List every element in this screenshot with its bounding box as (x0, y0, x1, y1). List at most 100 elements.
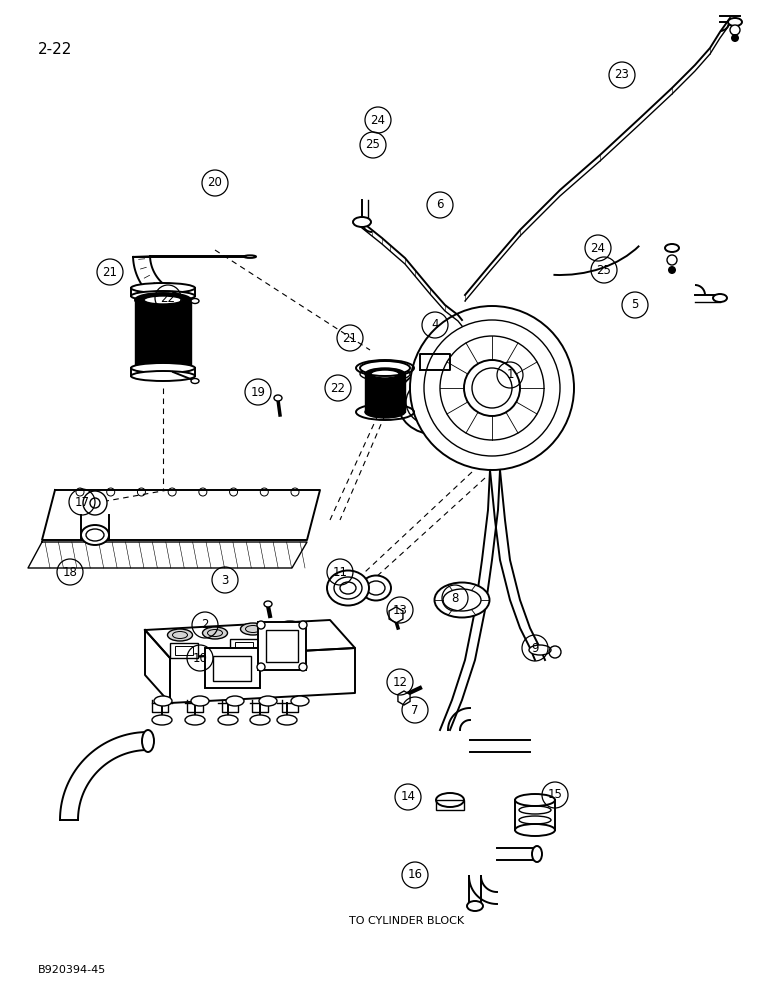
Ellipse shape (371, 370, 399, 378)
Bar (515, 800, 555, 830)
Ellipse shape (168, 629, 192, 641)
Ellipse shape (264, 601, 272, 607)
Bar (213, 656, 251, 681)
Ellipse shape (353, 217, 371, 227)
Text: 18: 18 (63, 566, 77, 578)
Polygon shape (145, 620, 355, 658)
Circle shape (424, 320, 560, 456)
Text: 2-22: 2-22 (38, 42, 73, 57)
Bar (170, 643, 198, 658)
Bar (135, 300, 191, 368)
Ellipse shape (435, 582, 489, 617)
Ellipse shape (191, 696, 209, 706)
Ellipse shape (142, 730, 154, 752)
Text: 24: 24 (371, 113, 385, 126)
Text: 23: 23 (615, 68, 629, 82)
Ellipse shape (244, 255, 256, 258)
Ellipse shape (291, 696, 309, 706)
Ellipse shape (131, 363, 195, 373)
Ellipse shape (277, 715, 297, 725)
Polygon shape (170, 648, 355, 703)
Text: 21: 21 (343, 332, 357, 344)
Polygon shape (133, 256, 187, 310)
Ellipse shape (277, 621, 303, 633)
Circle shape (440, 336, 544, 440)
Text: 25: 25 (366, 138, 381, 151)
Bar (230, 639, 258, 654)
Polygon shape (60, 732, 148, 820)
Bar (365, 374, 405, 412)
Bar (258, 622, 306, 670)
Ellipse shape (728, 18, 742, 26)
Ellipse shape (202, 627, 228, 639)
Ellipse shape (152, 715, 172, 725)
Ellipse shape (154, 696, 172, 706)
Text: 22: 22 (161, 292, 175, 304)
Text: 7: 7 (411, 704, 418, 716)
Ellipse shape (131, 283, 195, 293)
Text: 4: 4 (432, 318, 438, 332)
Text: 20: 20 (208, 176, 222, 190)
Text: 11: 11 (333, 566, 347, 578)
Text: 9: 9 (531, 642, 539, 654)
Bar (266, 630, 298, 662)
Ellipse shape (436, 793, 464, 807)
Ellipse shape (529, 645, 551, 655)
Ellipse shape (515, 794, 555, 806)
Circle shape (257, 663, 265, 671)
Circle shape (731, 34, 739, 42)
Circle shape (667, 255, 677, 265)
Text: 12: 12 (392, 676, 408, 688)
Ellipse shape (191, 298, 199, 304)
Polygon shape (28, 542, 307, 568)
Ellipse shape (226, 696, 244, 706)
Circle shape (464, 360, 520, 416)
Bar (235, 642, 253, 651)
Text: 6: 6 (436, 198, 444, 212)
Ellipse shape (361, 576, 391, 600)
Ellipse shape (131, 291, 195, 301)
Text: 2: 2 (201, 618, 208, 632)
Text: 21: 21 (103, 265, 117, 278)
Ellipse shape (360, 361, 410, 375)
Circle shape (257, 621, 265, 629)
Ellipse shape (665, 244, 679, 252)
Ellipse shape (135, 293, 191, 307)
Ellipse shape (365, 368, 405, 380)
Ellipse shape (515, 824, 555, 836)
Text: 5: 5 (631, 298, 638, 312)
Ellipse shape (81, 525, 109, 545)
Polygon shape (420, 354, 450, 370)
Ellipse shape (443, 589, 481, 611)
Ellipse shape (250, 715, 270, 725)
Ellipse shape (191, 378, 199, 383)
Circle shape (299, 621, 307, 629)
Text: 10: 10 (192, 652, 208, 664)
Ellipse shape (406, 378, 464, 426)
Text: 13: 13 (393, 603, 408, 616)
Ellipse shape (135, 361, 191, 375)
Ellipse shape (713, 294, 727, 302)
Ellipse shape (241, 623, 266, 635)
Circle shape (299, 663, 307, 671)
Text: B920394-45: B920394-45 (38, 965, 107, 975)
Ellipse shape (398, 369, 472, 434)
Text: 25: 25 (597, 263, 611, 276)
Circle shape (730, 25, 740, 35)
Text: TO CYLINDER BLOCK: TO CYLINDER BLOCK (350, 916, 465, 926)
Bar (436, 800, 464, 810)
Polygon shape (145, 630, 170, 703)
Circle shape (410, 306, 574, 470)
Text: 17: 17 (75, 495, 90, 508)
Ellipse shape (218, 715, 238, 725)
Bar (175, 646, 193, 655)
Ellipse shape (259, 696, 277, 706)
Text: 3: 3 (222, 574, 229, 586)
Ellipse shape (274, 395, 282, 401)
Text: 14: 14 (401, 790, 415, 804)
Ellipse shape (144, 296, 182, 304)
Circle shape (83, 491, 107, 515)
Ellipse shape (367, 581, 385, 595)
Text: 16: 16 (408, 868, 422, 882)
Ellipse shape (327, 570, 369, 605)
